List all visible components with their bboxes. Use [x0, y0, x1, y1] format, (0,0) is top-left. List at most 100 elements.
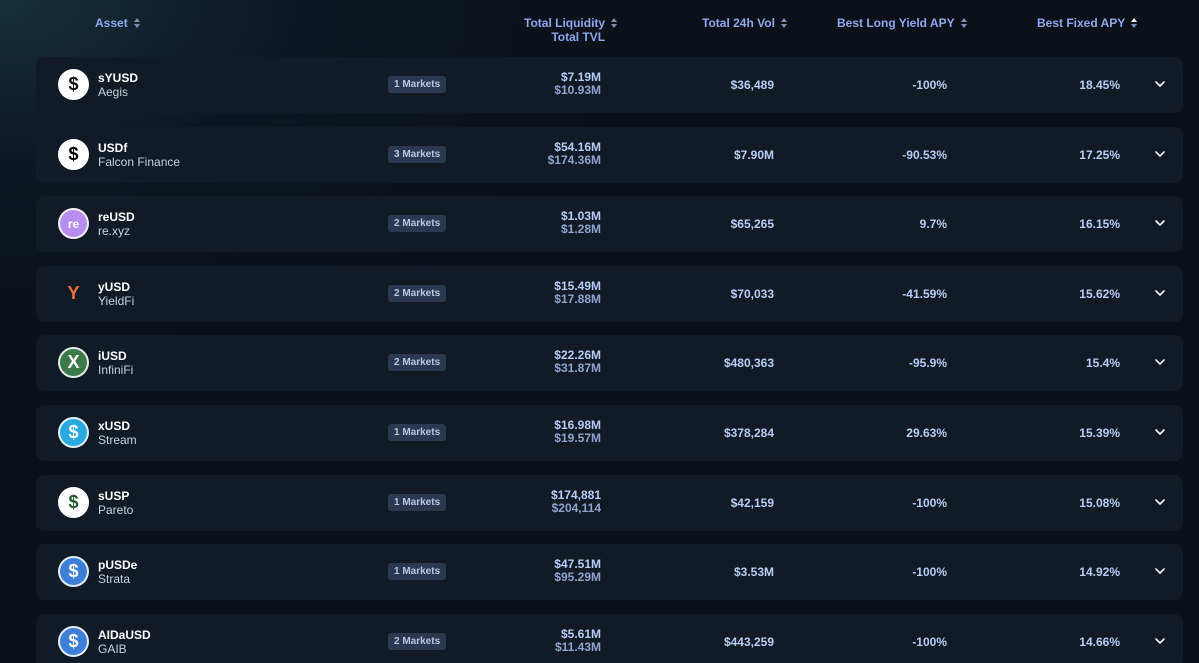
best-fixed-apy: 15.39% [1079, 426, 1120, 440]
best-fixed-apy: 15.4% [1085, 356, 1120, 371]
volume-24h: $65,265 [730, 217, 774, 232]
total-tvl: $10.93M [554, 83, 601, 97]
liquidity-cell: $174,881 $204,114 [551, 488, 601, 515]
asset-name: sUSP [98, 488, 130, 503]
liquidity-cell: $7.19M $10.93M [554, 71, 601, 97]
asset-name: USDf [98, 140, 128, 155]
markets-badge[interactable]: 2 Markets [388, 284, 447, 302]
asset-row[interactable]: $ sYUSD Aegis 1 Markets $7.19M $10.93M $… [36, 57, 1183, 113]
total-liquidity: $47.51M [554, 557, 601, 572]
fixed-apy-header-label: Best Fixed APY [1037, 16, 1126, 30]
asset-row[interactable]: $ AIDaUSD GAIB 2 Markets $5.61M $11.43M … [36, 613, 1183, 663]
asset-row[interactable]: re reUSD re.xyz 2 Markets $1.03M $1.28M … [36, 196, 1183, 253]
best-long-yield: -100% [912, 78, 947, 92]
markets-badge[interactable]: 1 Markets [388, 76, 447, 93]
aegis-icon: $ [58, 69, 89, 100]
chevron-down-icon[interactable] [1154, 78, 1166, 90]
best-fixed-apy: 15.08% [1079, 495, 1120, 510]
volume-24h: $7.90M [733, 147, 774, 162]
liquidity-cell: $16.98M $19.57M [554, 419, 601, 445]
asset-issuer: Aegis [98, 85, 129, 99]
volume-24h: $42,159 [730, 495, 774, 510]
sort-icon [780, 18, 787, 28]
total-tvl: $1.28M [560, 222, 601, 237]
sort-active-icon [1131, 18, 1138, 28]
best-long-yield: -41.59% [902, 286, 947, 301]
falcon-dollar-icon: $ [58, 138, 89, 170]
liquidity-header-label: Total Liquidity [524, 16, 606, 30]
asset-row[interactable]: $ sUSP Pareto 1 Markets $174,881 $204,11… [36, 474, 1183, 531]
asset-name: pUSDe [98, 558, 138, 573]
total-tvl: $174.36M [547, 152, 601, 167]
chevron-down-icon[interactable] [1154, 496, 1166, 508]
sort-icon [133, 18, 140, 28]
sort-icon [960, 18, 967, 28]
asset-issuer: YieldFi [98, 293, 135, 308]
best-fixed-apy: 14.66% [1079, 634, 1120, 649]
asset-row[interactable]: $ USDf Falcon Finance 3 Markets $54.16M … [36, 126, 1183, 183]
liquidity-cell: $1.03M $1.28M [561, 210, 601, 236]
asset-row[interactable]: X iUSD InfiniFi 2 Markets $22.26M $31.87… [36, 335, 1183, 392]
volume-24h: $70,033 [730, 286, 774, 301]
markets-badge[interactable]: 3 Markets [388, 145, 447, 163]
asset-column-header[interactable]: Asset [95, 16, 140, 30]
best-long-yield: 9.7% [919, 217, 947, 232]
chevron-down-icon[interactable] [1154, 635, 1166, 647]
asset-issuer: Falcon Finance [98, 154, 181, 169]
markets-badge[interactable]: 2 Markets [388, 215, 447, 233]
markets-badge[interactable]: 1 Markets [388, 493, 447, 511]
best-long-yield: -100% [912, 565, 947, 580]
asset-row[interactable]: $ xUSD Stream 1 Markets $16.98M $19.57M … [36, 405, 1183, 461]
markets-badge[interactable]: 2 Markets [388, 354, 447, 372]
total-tvl: $17.88M [554, 291, 601, 306]
pareto-dollar-icon: $ [58, 486, 89, 518]
stream-dollar-icon: $ [58, 417, 89, 448]
chevron-down-icon[interactable] [1154, 148, 1166, 160]
asset-issuer: Strata [98, 572, 131, 587]
total-tvl: $11.43M [554, 639, 601, 654]
volume-24h: $36,489 [730, 78, 774, 92]
best-fixed-apy: 18.45% [1079, 78, 1120, 92]
fixed-apy-column-header[interactable]: Best Fixed APY [1037, 16, 1138, 30]
liquidity-cell: $54.16M $174.36M [547, 139, 601, 167]
long-yield-header-label: Best Long Yield APY [837, 16, 955, 30]
asset-issuer: GAIB [98, 641, 127, 656]
asset-name: sYUSD [98, 71, 139, 85]
chevron-down-icon[interactable] [1154, 565, 1166, 577]
volume-header-label: Total 24h Vol [702, 16, 775, 30]
strata-dollar-icon: $ [58, 556, 89, 588]
markets-badge[interactable]: 1 Markets [388, 563, 447, 581]
markets-badge[interactable]: 2 Markets [388, 632, 447, 650]
total-tvl: $31.87M [554, 361, 601, 376]
best-fixed-apy: 14.92% [1079, 565, 1120, 580]
infinifi-icon: X [58, 347, 89, 379]
best-fixed-apy: 15.62% [1079, 286, 1120, 301]
asset-name: reUSD [98, 210, 135, 225]
chevron-down-icon[interactable] [1154, 426, 1166, 438]
total-liquidity: $5.61M [560, 626, 601, 641]
asset-row[interactable]: Y yUSD YieldFi 2 Markets $15.49M $17.88M… [36, 265, 1183, 322]
chevron-down-icon[interactable] [1154, 287, 1166, 299]
chevron-down-icon[interactable] [1154, 217, 1166, 229]
tvl-header-label: Total TVL [551, 30, 606, 44]
asset-name: iUSD [98, 349, 127, 364]
markets-badge[interactable]: 1 Markets [388, 424, 447, 441]
gaib-dollar-icon: $ [58, 625, 89, 657]
volume-column-header[interactable]: Total 24h Vol [702, 16, 787, 30]
total-tvl: $204,114 [551, 500, 601, 515]
liquidity-cell: $5.61M $11.43M [554, 626, 601, 654]
long-yield-column-header[interactable]: Best Long Yield APY [837, 16, 967, 30]
total-liquidity: $54.16M [554, 139, 601, 154]
chevron-down-icon[interactable] [1154, 356, 1166, 368]
asset-header-label: Asset [95, 16, 128, 30]
asset-issuer: Pareto [98, 502, 134, 517]
asset-row[interactable]: $ pUSDe Strata 1 Markets $47.51M $95.29M… [36, 544, 1183, 601]
asset-name: yUSD [98, 279, 131, 294]
best-long-yield: -100% [912, 634, 947, 649]
liquidity-column-header[interactable]: Total Liquidity Total TVL [524, 16, 618, 44]
liquidity-cell: $22.26M $31.87M [554, 349, 601, 375]
best-long-yield: -100% [912, 495, 947, 510]
total-liquidity: $16.98M [554, 418, 601, 432]
asset-name: AIDaUSD [98, 627, 151, 642]
